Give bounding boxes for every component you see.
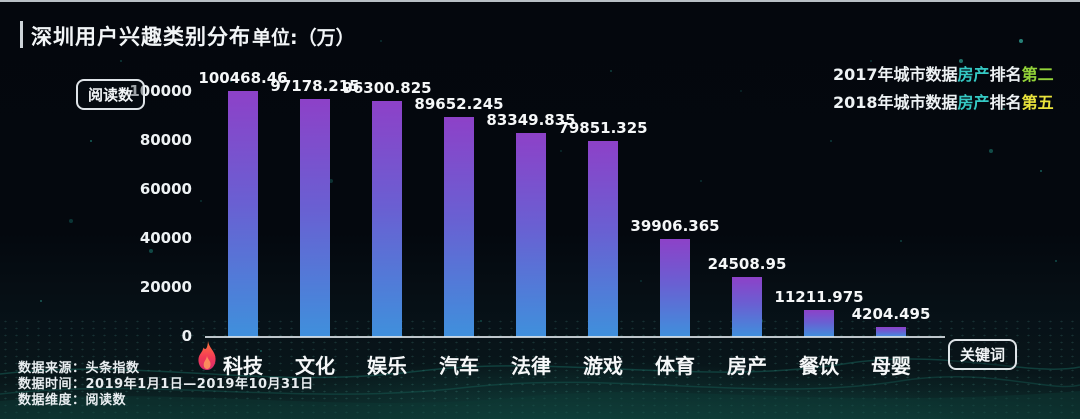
category-label-房产: 房产 (727, 354, 767, 378)
bar-value-房产: 24508.95 (707, 255, 787, 273)
category-label-餐饮: 餐饮 (799, 354, 839, 378)
data-source-line: 数据来源：头条指数 (18, 361, 140, 376)
rank-note-2018-prefix: 2018年城市数据 (833, 93, 958, 112)
category-label-文化: 文化 (295, 354, 335, 378)
bar-科技 (228, 91, 258, 337)
flame-icon (198, 341, 216, 370)
bar-value-餐饮: 11211.975 (774, 288, 864, 306)
y-tick-100000: 100000 (129, 82, 192, 100)
y-axis-label-box: 阅读数 (76, 79, 146, 110)
data-dimension-line: 数据维度：阅读数 (18, 393, 127, 408)
bar-value-汽车: 89652.245 (414, 95, 504, 113)
category-label-母婴: 母婴 (871, 354, 911, 378)
rank-note-2017-prefix: 2017年城市数据 (833, 65, 958, 84)
bar-value-科技: 100468.46 (198, 69, 288, 87)
y-tick-0: 0 (181, 327, 192, 345)
rank-note-2017-keyword: 房产 (957, 65, 990, 84)
rank-note-2017: 2017年城市数据房产排名第二 (833, 61, 1054, 85)
bar-娱乐 (372, 101, 402, 337)
category-label-法律: 法律 (511, 354, 551, 378)
footer-meta: 数据来源：头条指数 数据时间：2019年1月1日—2019年10月31日 数据维… (18, 361, 314, 409)
category-label-科技: 科技 (223, 354, 263, 378)
category-label-体育: 体育 (655, 354, 695, 378)
rank-note-2018-keyword: 房产 (957, 93, 990, 112)
rank-note-2018-mid: 排名 (989, 93, 1022, 112)
bar-文化 (300, 99, 330, 337)
bar-房产 (732, 277, 762, 337)
top-border-line (0, 0, 1080, 2)
category-label-游戏: 游戏 (583, 354, 623, 378)
bar-体育 (660, 239, 690, 337)
y-tick-20000: 20000 (139, 278, 192, 296)
bar-value-法律: 83349.835 (486, 111, 576, 129)
x-axis-line (205, 336, 945, 338)
bar-value-游戏: 79851.325 (558, 119, 648, 137)
bar-value-文化: 97178.215 (270, 77, 360, 95)
y-tick-60000: 60000 (139, 180, 192, 198)
rank-note-2017-mid: 排名 (989, 65, 1022, 84)
category-label-娱乐: 娱乐 (367, 354, 407, 378)
bar-餐饮 (804, 310, 834, 337)
data-time-line: 数据时间：2019年1月1日—2019年10月31日 (18, 377, 314, 392)
bar-法律 (516, 133, 546, 337)
wave-lines (0, 358, 1080, 419)
title-accent-bar (20, 21, 23, 48)
bar-母婴 (876, 327, 906, 337)
y-tick-80000: 80000 (139, 131, 192, 149)
category-label-汽车: 汽车 (439, 354, 479, 378)
rank-note-2017-rank: 第二 (1021, 65, 1054, 84)
rank-note-2018: 2018年城市数据房产排名第五 (833, 89, 1054, 113)
y-tick-40000: 40000 (139, 229, 192, 247)
bar-value-体育: 39906.365 (630, 217, 720, 235)
bar-游戏 (588, 141, 618, 337)
x-axis-label-box: 关键词 (948, 339, 1018, 370)
page-title: 深圳用户兴趣类别分布 (31, 25, 251, 49)
unit-label: 单位:（万） (252, 27, 355, 49)
bar-汽车 (444, 117, 474, 337)
bar-value-母婴: 4204.495 (851, 305, 931, 323)
rank-note-2018-rank: 第五 (1021, 93, 1054, 112)
bar-value-娱乐: 96300.825 (342, 79, 432, 97)
